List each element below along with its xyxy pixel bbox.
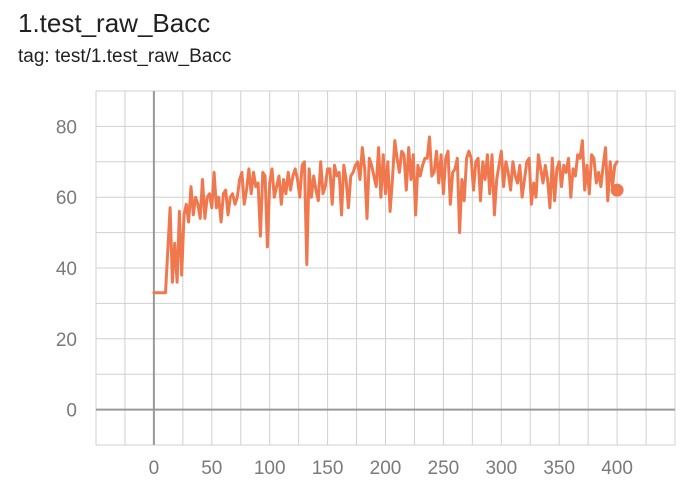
x-tick-label: 400 (601, 458, 633, 479)
y-tick-label: 80 (56, 117, 77, 138)
last-point-marker (610, 183, 624, 197)
chart-title: 1.test_raw_Bacc (18, 8, 211, 38)
x-tick-label: 300 (485, 458, 517, 479)
axes (96, 91, 675, 445)
grid (95, 90, 676, 446)
tick-labels: 0 50 100 150 200 250 300 350 400 0 20 40 60 80 (56, 117, 633, 479)
series-line (152, 135, 619, 295)
x-tick-label: 50 (201, 458, 222, 479)
series-layer (152, 135, 624, 295)
x-tick-label: 150 (312, 458, 344, 479)
x-tick-label: 250 (428, 458, 460, 479)
chart-tag: tag: test/1.test_raw_Bacc (18, 46, 232, 67)
y-tick-label: 20 (56, 330, 77, 351)
y-tick-label: 40 (56, 259, 77, 280)
x-tick-label: 350 (543, 458, 575, 479)
x-tick-label: 200 (370, 458, 402, 479)
y-tick-label: 60 (56, 188, 77, 209)
x-tick-label: 100 (254, 458, 286, 479)
y-tick-label: 0 (66, 401, 77, 422)
x-tick-label: 0 (149, 458, 160, 479)
